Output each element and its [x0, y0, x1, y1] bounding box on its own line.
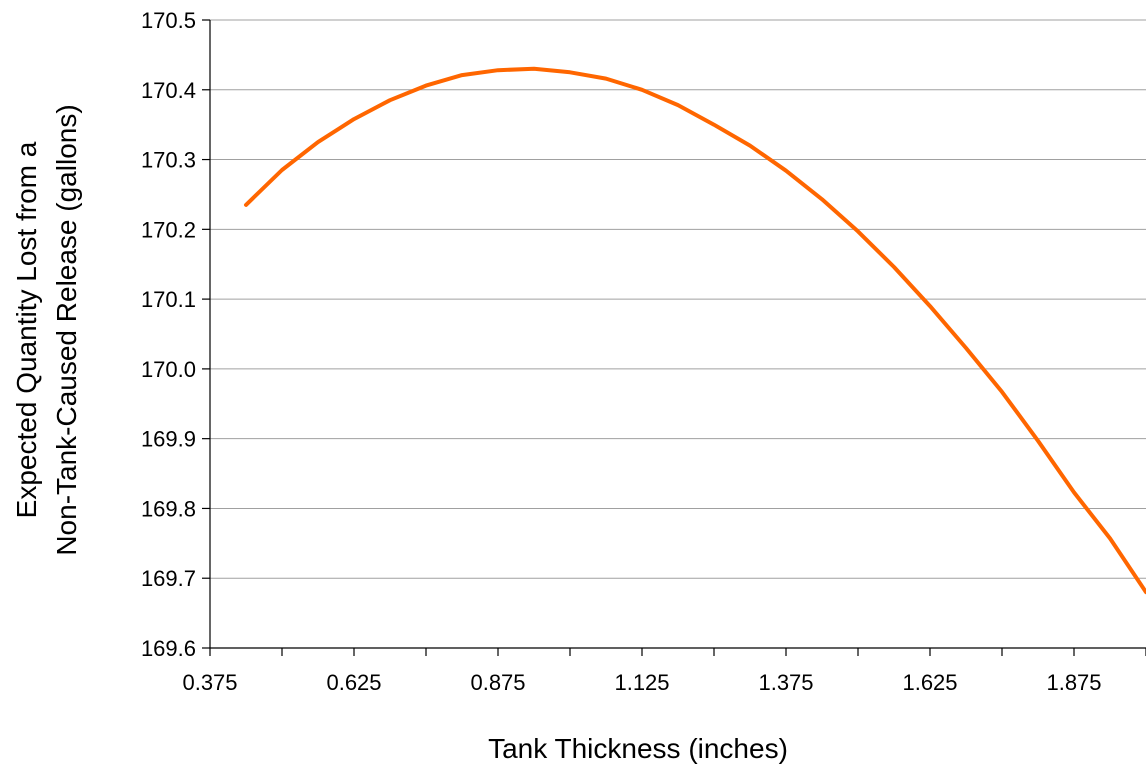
- y-axis-title-line-1: Expected Quantity Lost from a: [11, 141, 42, 518]
- y-tick-label: 169.9: [141, 427, 196, 452]
- x-tick-label: 1.625: [902, 670, 957, 695]
- y-tick-label: 170.4: [141, 78, 196, 103]
- y-tick-label: 170.3: [141, 148, 196, 173]
- x-tick-label: 1.125: [614, 670, 669, 695]
- x-axis-title: Tank Thickness (inches): [488, 733, 788, 764]
- y-tick-label: 169.8: [141, 496, 196, 521]
- y-tick-label: 170.1: [141, 287, 196, 312]
- x-tick-label: 1.875: [1046, 670, 1101, 695]
- y-tick-label: 169.7: [141, 566, 196, 591]
- x-tick-label: 0.375: [182, 670, 237, 695]
- y-axis-title-line-2: Non-Tank-Caused Release (gallons): [51, 104, 82, 555]
- y-tick-label: 170.2: [141, 217, 196, 242]
- grid-layer: [210, 19, 1146, 579]
- axes-layer: [209, 20, 1146, 649]
- series-line: [244, 66, 1146, 595]
- y-tick-label: 169.6: [141, 636, 196, 661]
- y-tick-label: 170.0: [141, 357, 196, 382]
- x-tick-label: 1.375: [758, 670, 813, 695]
- y-axis-title: Expected Quantity Lost from a Non-Tank-C…: [11, 104, 82, 555]
- tick-labels-layer: 169.6 169.7 169.8 169.9 170.0 170.1 170.2 170.3…: [141, 8, 1102, 695]
- series-layer: [244, 66, 1146, 595]
- x-tick-label: 0.625: [326, 670, 381, 695]
- y-tick-label: 170.5: [141, 8, 196, 33]
- x-tick-label: 0.875: [470, 670, 525, 695]
- ticks-layer: [202, 19, 1146, 656]
